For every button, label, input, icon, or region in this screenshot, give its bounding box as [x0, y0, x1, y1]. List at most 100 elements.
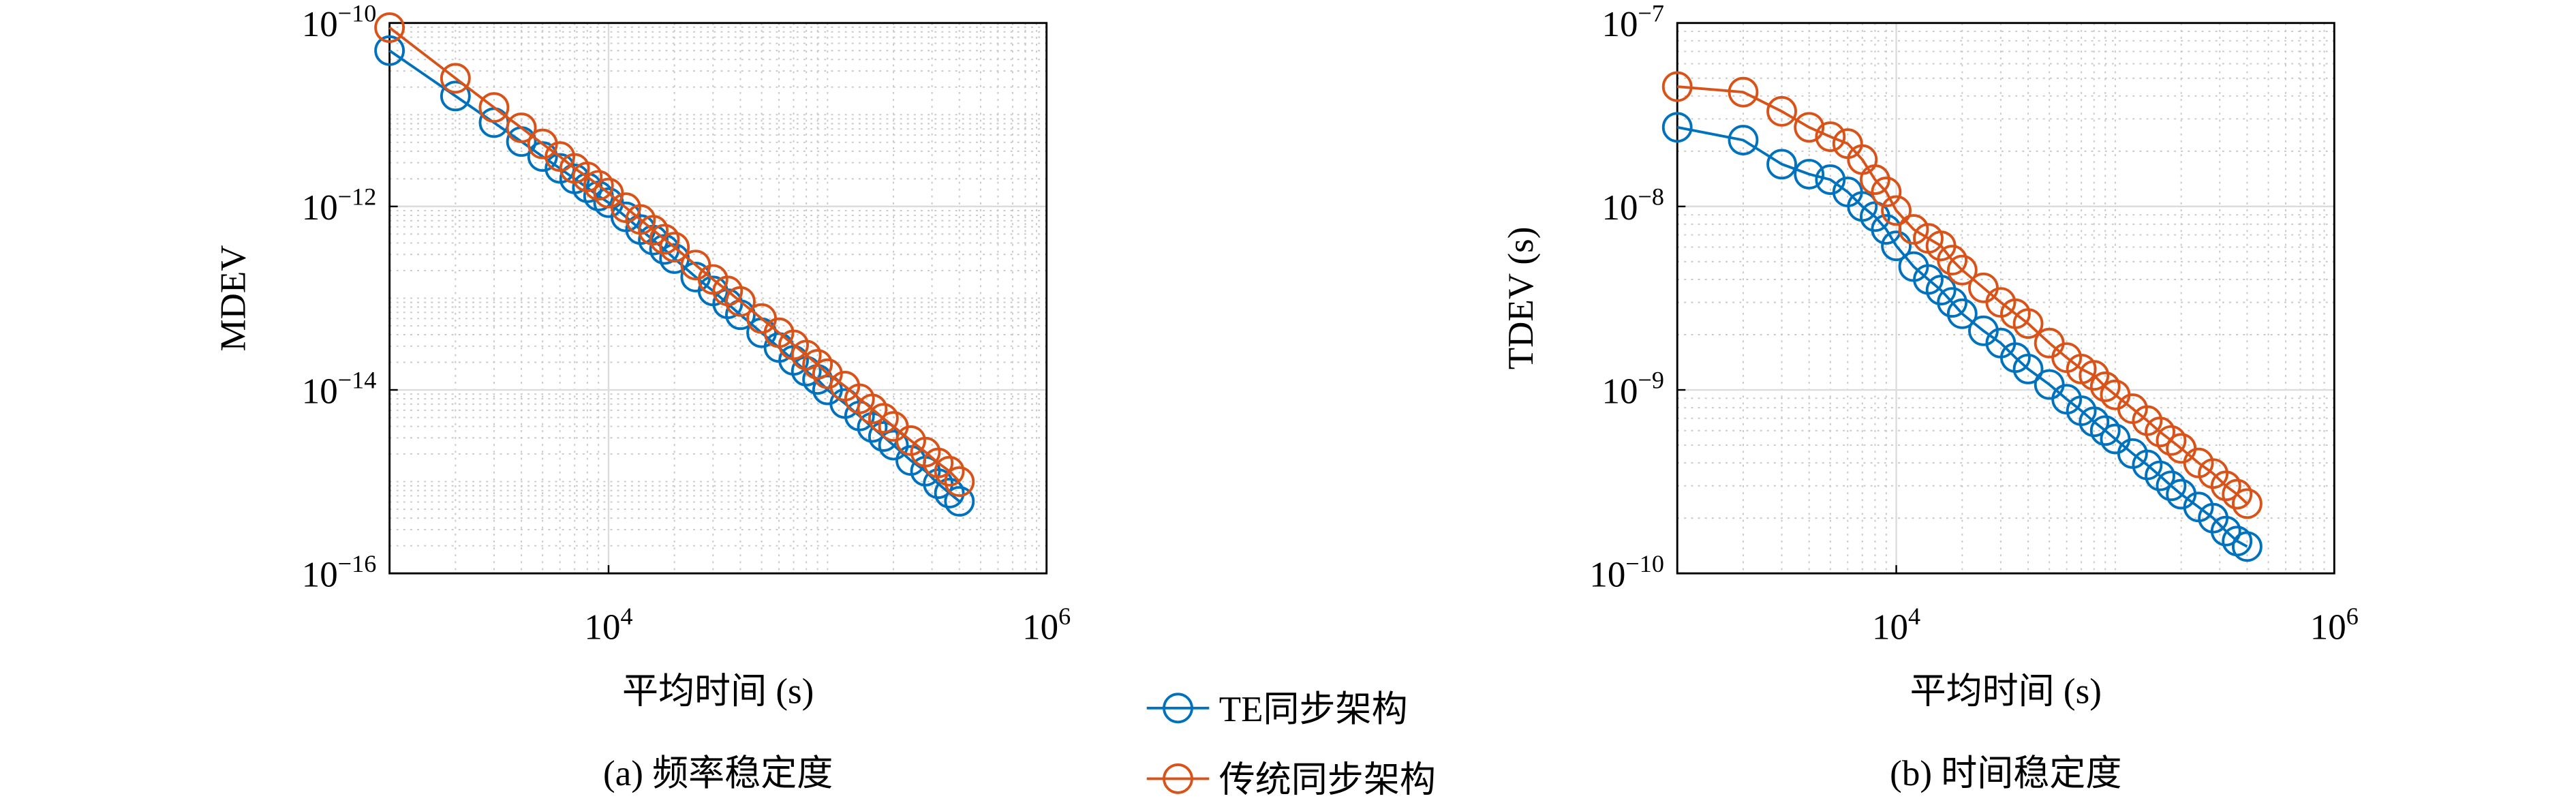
tick-exponent: −7: [1638, 0, 1663, 27]
caption: (b) 时间稳定度: [1890, 754, 2121, 793]
tick-label: 10−9: [1601, 367, 1663, 412]
data-point: [1766, 95, 1797, 127]
data-point: [2232, 531, 2263, 562]
data-point: [2222, 479, 2253, 510]
data-point: [1946, 298, 1978, 329]
data-point: [440, 80, 471, 112]
data-point: [374, 12, 405, 43]
tick-exponent: −14: [338, 367, 377, 394]
data-point: [2156, 425, 2187, 456]
tick-exponent: 6: [2346, 603, 2359, 630]
series: [374, 12, 975, 498]
x-axis-label: 平均时间 (s): [622, 672, 814, 712]
tick-label: 10−12: [302, 183, 377, 228]
tick-label: 10−16: [302, 550, 377, 595]
data-point: [1661, 71, 1693, 102]
tick-label: 10−7: [1601, 0, 1663, 44]
data-point: [2156, 470, 2187, 502]
tick-base: 10: [584, 608, 620, 648]
data-point: [2089, 371, 2121, 402]
plot-background: [1677, 22, 2335, 574]
tick-label: 10−10: [1589, 550, 1664, 595]
tick-base: 10: [1601, 188, 1638, 228]
data-point: [1925, 275, 1957, 306]
data-point: [1871, 177, 1902, 207]
data-point: [506, 112, 537, 143]
tick-base: 10: [1601, 371, 1638, 411]
tick-label: 104: [1872, 603, 1920, 648]
data-point: [1881, 195, 1912, 226]
tick-exponent: −9: [1638, 367, 1663, 394]
data-point: [440, 63, 471, 94]
data-point: [944, 486, 975, 517]
x-axis-label: 平均时间 (s): [1910, 672, 2102, 712]
plot-frame: [1676, 22, 2335, 575]
series: [1661, 71, 2263, 519]
data-point: [1898, 214, 1929, 245]
plot-frame: [388, 22, 1048, 575]
series-line: [388, 27, 961, 483]
data-point: [791, 339, 822, 371]
tick-label: 10−14: [302, 367, 377, 412]
tick-base: 10: [1872, 608, 1908, 648]
data-point: [1937, 287, 1968, 318]
data-point: [478, 92, 510, 123]
data-point: [2012, 308, 2044, 339]
data-point: [374, 35, 405, 66]
data-point: [2145, 460, 2175, 491]
data-point: [1794, 112, 1825, 143]
tick-label: 104: [584, 603, 632, 648]
data-point: [934, 455, 965, 487]
tick-base: 10: [2310, 608, 2346, 648]
data-point: [1728, 125, 1759, 155]
data-point: [649, 224, 680, 255]
data-point: [725, 286, 756, 317]
tick-exponent: −16: [338, 550, 377, 577]
tick-exponent: −10: [1625, 550, 1664, 577]
data-point: [1766, 149, 1797, 180]
data-point: [1946, 254, 1978, 286]
data-point: [2089, 415, 2121, 446]
y-axis-label: MDEV: [214, 245, 254, 351]
tick-exponent: −8: [1638, 183, 1663, 210]
data-point: [659, 232, 690, 263]
data-point: [2012, 353, 2044, 384]
data-point: [857, 412, 888, 443]
data-point: [1937, 245, 1968, 276]
tick-base: 10: [302, 188, 338, 228]
data-point: [638, 215, 669, 246]
tick-base: 10: [1022, 608, 1058, 648]
data-point: [923, 447, 954, 479]
data-point: [572, 162, 603, 192]
data-point: [1794, 159, 1825, 189]
tick-label: 106: [1022, 603, 1071, 648]
data-point: [802, 349, 833, 380]
data-point: [1815, 121, 1846, 152]
data-point: [1661, 112, 1693, 143]
data-point: [944, 466, 975, 498]
data-point: [1860, 164, 1890, 195]
data-point: [2079, 406, 2110, 438]
tick-base: 10: [302, 555, 338, 594]
tick-label: 106: [2310, 603, 2359, 648]
data-point: [2210, 515, 2241, 547]
tick-base: 10: [1601, 5, 1638, 44]
data-point: [857, 393, 888, 425]
tick-base: 10: [1589, 555, 1625, 594]
tick-label: 10−8: [1601, 183, 1663, 228]
data-point: [2210, 470, 2241, 502]
tick-exponent: 4: [1908, 603, 1920, 630]
data-point: [1728, 76, 1759, 108]
tick-label: 10−10: [302, 0, 377, 44]
tick-exponent: −12: [338, 183, 377, 210]
data-point: [2232, 488, 2263, 519]
data-point: [1881, 230, 1912, 262]
caption: (a) 频率稳定度: [603, 754, 833, 793]
data-point: [2145, 416, 2175, 448]
legend-marker: [1163, 763, 1193, 794]
tick-exponent: −10: [338, 0, 377, 27]
data-point: [878, 429, 909, 461]
legend-label: TE同步架构: [1219, 690, 1408, 729]
data-point: [583, 170, 614, 201]
